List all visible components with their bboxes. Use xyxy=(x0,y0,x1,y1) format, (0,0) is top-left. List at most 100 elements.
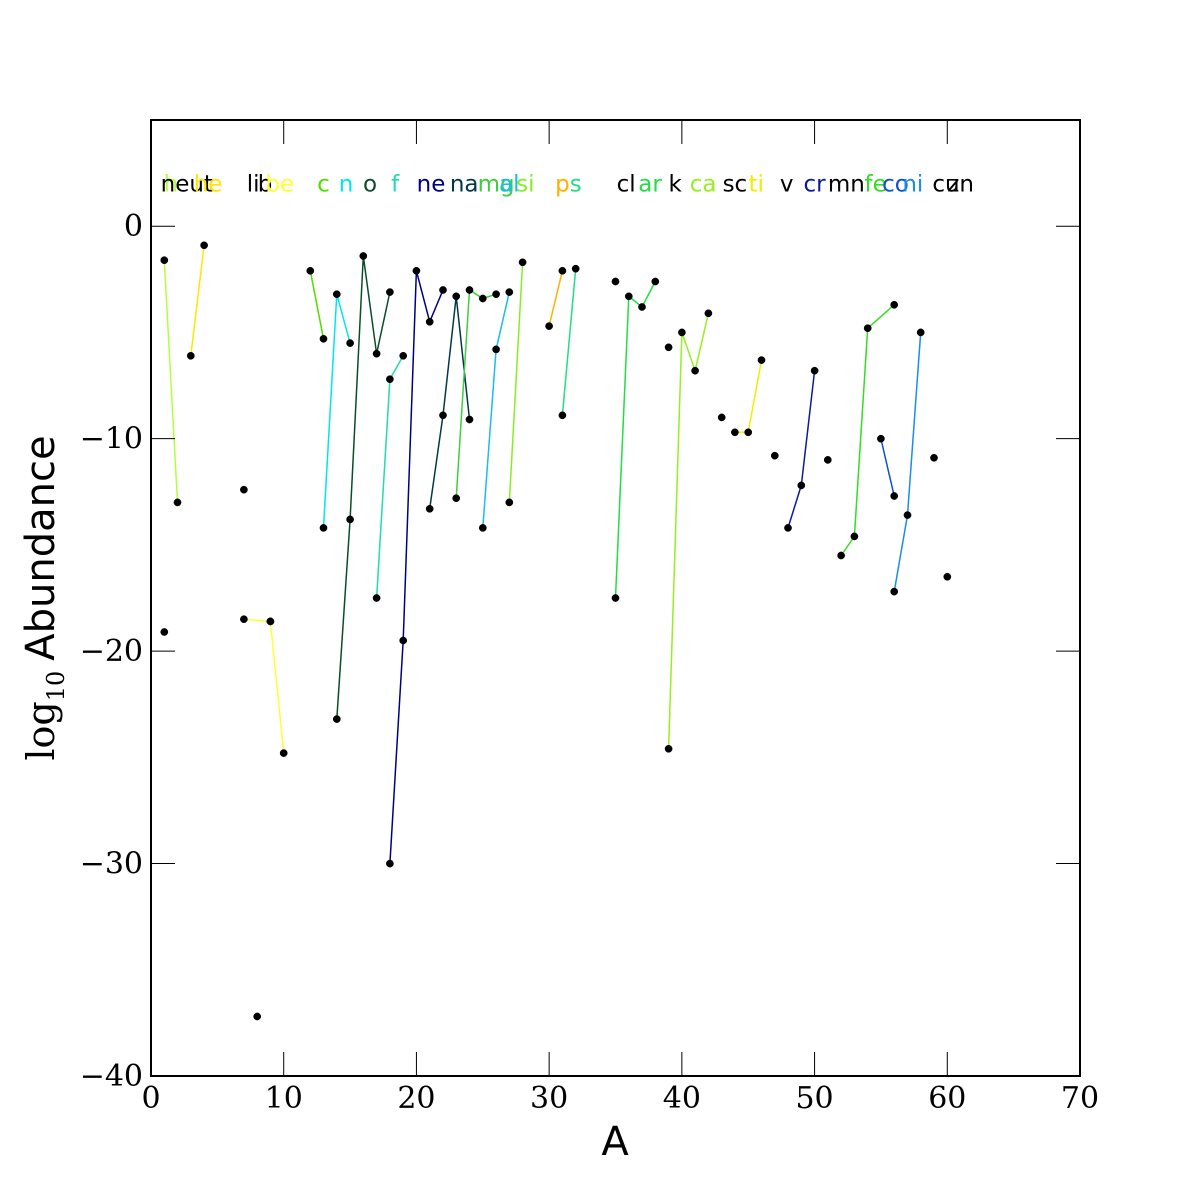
data-point-p-0 xyxy=(545,322,553,330)
series-line-be xyxy=(243,618,271,623)
data-point-mg-3 xyxy=(492,290,500,299)
x-tick-label-20: 20 xyxy=(397,1081,435,1116)
data-point-ar-0 xyxy=(611,594,620,602)
y-tick-label--30: −30 xyxy=(80,847,143,882)
series-line-s xyxy=(561,268,577,416)
series-line-p xyxy=(548,270,564,327)
data-point-ne-3 xyxy=(425,317,434,326)
x-tick-label-50: 50 xyxy=(795,1081,833,1116)
element-label-na: na xyxy=(450,172,479,198)
element-label-co: co xyxy=(882,172,909,198)
data-point-li-0 xyxy=(240,485,248,494)
element-label-f: f xyxy=(391,172,400,198)
x-tick-label-70: 70 xyxy=(1061,1081,1099,1116)
y-axis-label-log: log xyxy=(19,701,63,760)
x-tick-label-10: 10 xyxy=(265,1081,303,1116)
data-point-na-3 xyxy=(465,415,474,424)
data-point-ti-1 xyxy=(744,428,753,437)
x-tick-label-30: 30 xyxy=(530,1081,568,1116)
data-point-ne-0 xyxy=(386,859,394,868)
data-point-cr-0 xyxy=(784,524,792,532)
data-point-co-0 xyxy=(877,434,885,443)
data-point-cu-0 xyxy=(930,453,938,462)
element-label-ca: ca xyxy=(690,172,717,198)
y-axis-label-main: Abundance xyxy=(18,435,64,660)
data-point-cr-1 xyxy=(797,481,806,490)
series-line-ni xyxy=(893,332,922,592)
data-point-sc-0 xyxy=(717,413,726,422)
data-point-h-1 xyxy=(173,498,182,507)
element-label-si: si xyxy=(516,172,534,198)
series-line-b xyxy=(269,621,285,754)
data-point-o-0 xyxy=(332,715,341,723)
plot-frame xyxy=(150,119,1081,1077)
y-tick-label--10: −10 xyxy=(80,422,143,457)
y-tick-label--20: −20 xyxy=(80,634,143,669)
data-point-ni-0 xyxy=(890,587,899,596)
axis-ticks xyxy=(150,120,1081,1077)
data-point-b-0 xyxy=(266,617,275,626)
element-label-ne: ne xyxy=(417,172,446,198)
element-label-ar: ar xyxy=(638,172,662,198)
data-point-zn-0 xyxy=(943,572,952,581)
data-point-he-1 xyxy=(200,241,208,250)
data-point-co-1 xyxy=(890,492,899,500)
data-point-ca-2 xyxy=(691,366,699,375)
data-point-cr-2 xyxy=(810,366,819,375)
data-point-o-1 xyxy=(346,515,354,524)
data-point-c-0 xyxy=(306,266,315,275)
data-point-mn-0 xyxy=(823,456,832,464)
element-label-b: b xyxy=(258,172,273,198)
series-line-n xyxy=(322,294,351,528)
series-line-cr xyxy=(787,370,816,529)
element-label-c: c xyxy=(317,172,330,198)
data-point-si-0 xyxy=(505,498,514,507)
data-point-o-3 xyxy=(372,349,381,358)
data-point-al-0 xyxy=(478,524,487,532)
data-point-ne-4 xyxy=(439,286,447,294)
data-point-ar-2 xyxy=(638,303,646,311)
y-axis-label-sub: 10 xyxy=(42,671,70,702)
element-label-s: s xyxy=(570,172,582,198)
element-label-ni: ni xyxy=(902,172,923,198)
data-point-fe-1 xyxy=(850,532,859,541)
element-label-li: li xyxy=(247,172,260,198)
data-point-b-1 xyxy=(279,749,288,757)
data-point-n-1 xyxy=(332,290,341,299)
data-point-ca-3 xyxy=(704,309,713,318)
data-point-p-1 xyxy=(558,266,567,275)
data-points xyxy=(160,241,952,1021)
element-label-h: h xyxy=(164,172,179,198)
series-line-co xyxy=(880,438,895,497)
data-point-ar-1 xyxy=(624,292,633,301)
element-label-cu: cu xyxy=(932,172,959,198)
data-point-c-1 xyxy=(319,334,328,343)
data-point-h-0 xyxy=(160,256,169,265)
series-line-ca xyxy=(667,313,710,749)
data-point-v-0 xyxy=(770,451,779,460)
series-line-si xyxy=(508,262,524,503)
element-label-sc: sc xyxy=(723,172,748,198)
data-point-n-2 xyxy=(346,339,354,347)
data-point-s-1 xyxy=(571,264,580,273)
data-point-ni-2 xyxy=(916,328,925,337)
series-line-na xyxy=(428,296,471,509)
series-line-mg xyxy=(455,288,497,499)
svg-text:log10Abundance: log10 Abundance xyxy=(18,435,70,760)
data-point-al-2 xyxy=(505,288,514,296)
series-line-c xyxy=(309,270,325,339)
element-label-al: al xyxy=(499,172,519,198)
data-point-mg-0 xyxy=(452,494,461,503)
data-point-ti-0 xyxy=(731,428,739,437)
element-label-o: o xyxy=(363,172,377,198)
data-point-cl-0 xyxy=(611,277,620,286)
series-line-f xyxy=(375,355,404,599)
x-tick-labels: 0 10 20 30 40 50 60 70 xyxy=(141,1081,1099,1116)
data-point-na-1 xyxy=(439,411,447,420)
series-line-ar xyxy=(614,281,656,599)
element-label-k: k xyxy=(669,172,683,198)
element-label-he: he xyxy=(194,172,223,198)
data-point-fe-3 xyxy=(890,300,899,309)
element-label-neut: neut xyxy=(161,172,213,198)
